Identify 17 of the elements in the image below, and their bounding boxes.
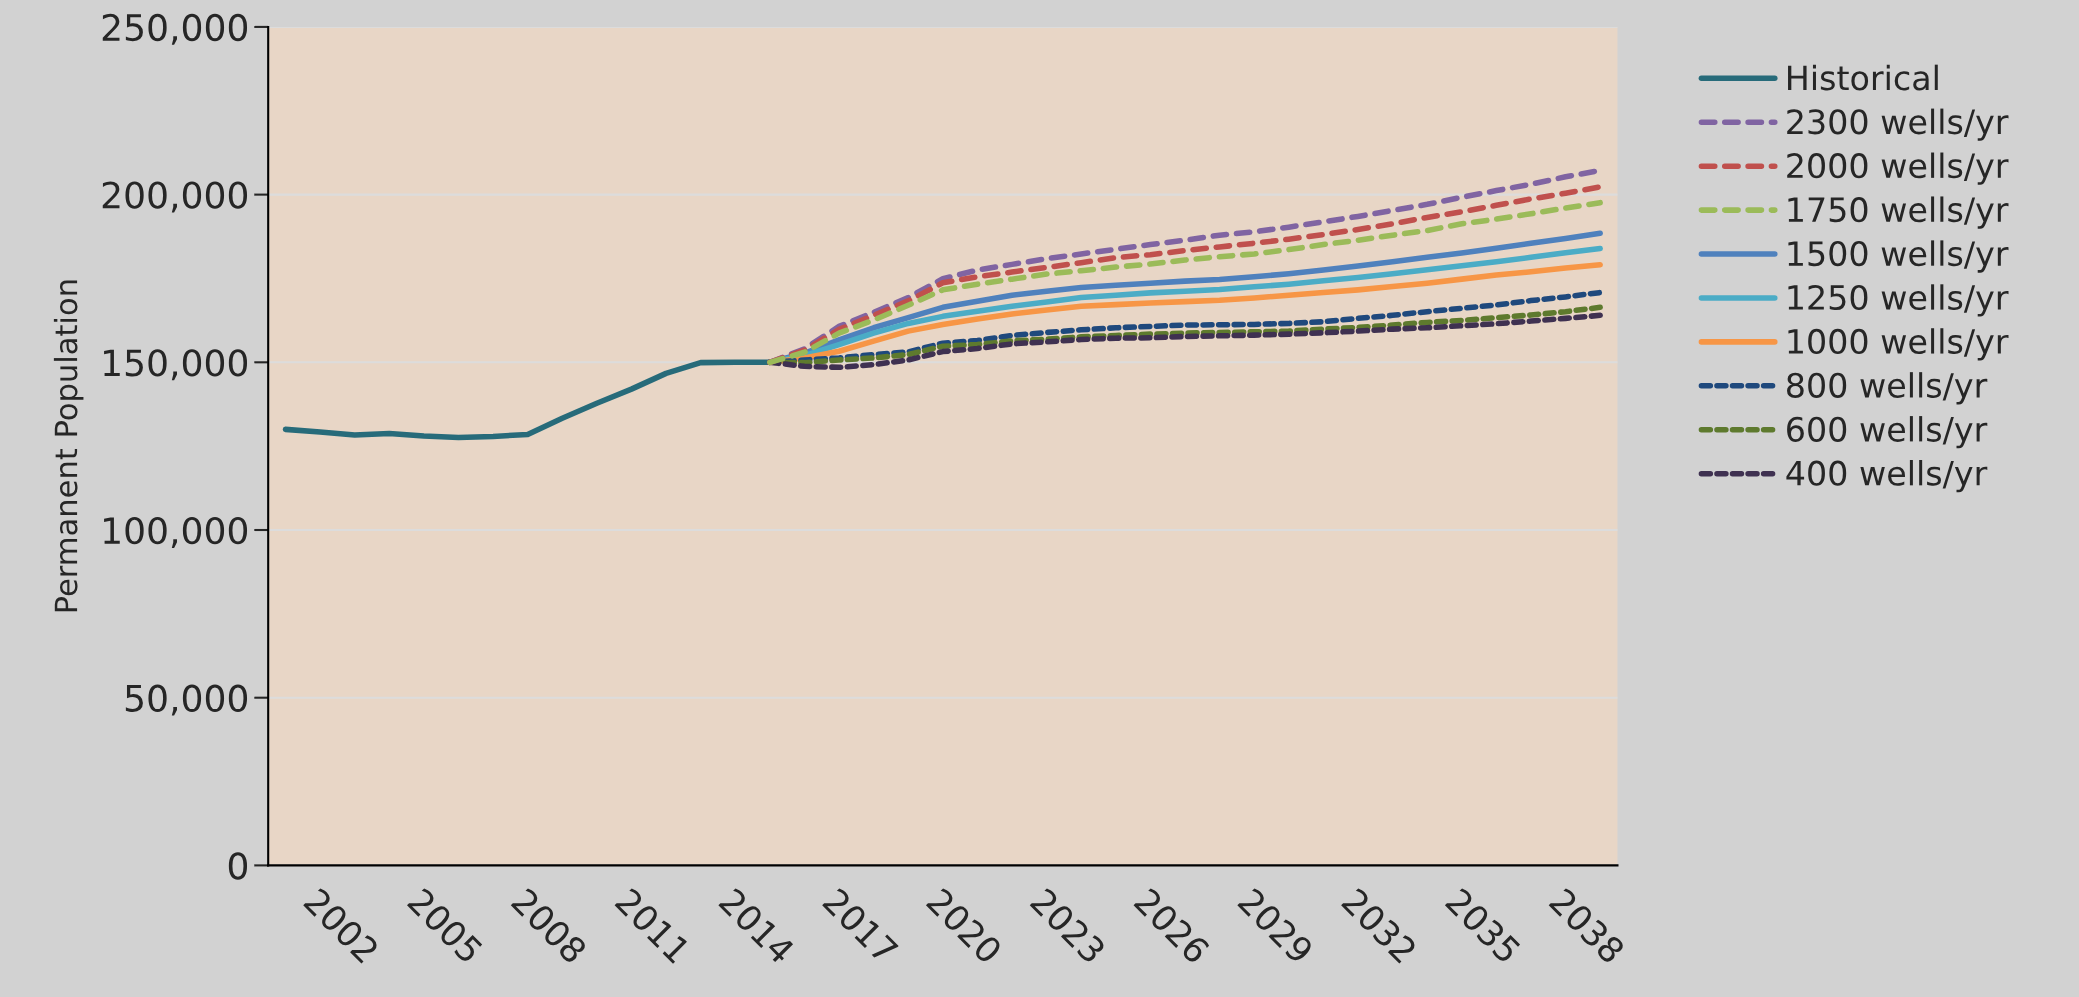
legend-label: 1500 wells/yr [1788,240,2009,273]
legend-label: 2300 wells/yr [1787,108,2009,141]
legend-label: 1750 wells/yr [1788,196,2009,229]
legend-label: Historical [1788,64,1938,91]
legend-label: 400 wells/yr [1786,460,1988,493]
legend-label: 1250 wells/yr [1788,284,2009,317]
y-tick-label: 100,000 [104,516,248,548]
y-tick-label: 150,000 [104,349,248,381]
y-tick-label: 200,000 [102,181,248,213]
legend-label: 600 wells/yr [1787,416,1988,449]
y-tick-label: 50,000 [125,684,248,716]
legend-label: 800 wells/yr [1787,372,1988,405]
y-axis-title: Permanent Population [53,280,84,612]
legend-label: 2000 wells/yr [1787,152,2009,185]
legend-label: 1000 wells/yr [1788,328,2009,361]
y-tick-label: 0 [228,852,248,880]
y-tick-label: 250,000 [102,13,248,45]
